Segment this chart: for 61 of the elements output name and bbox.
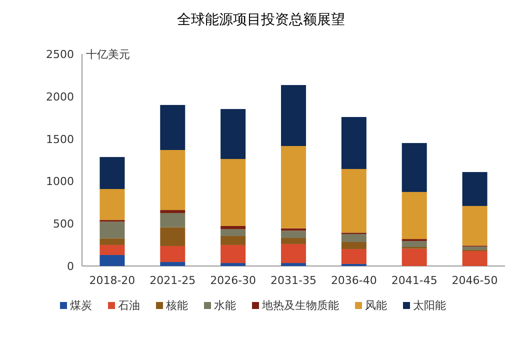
legend-label: 水能: [214, 299, 236, 312]
bar: [462, 206, 488, 246]
legend-label: 煤炭: [70, 299, 92, 312]
legend-label: 风能: [365, 299, 387, 312]
bar: [100, 189, 125, 220]
bar: [160, 210, 186, 213]
y-tick-label: 500: [53, 218, 74, 231]
bar: [281, 238, 306, 244]
y-tick-label: 2000: [46, 90, 74, 104]
y-tick-label: 2500: [46, 48, 74, 61]
bar: [160, 262, 186, 266]
bar: [160, 227, 186, 246]
bar: [160, 150, 186, 210]
bar: [281, 146, 306, 228]
bar: [281, 85, 306, 146]
bar: [100, 238, 125, 245]
y-tick-label: 1500: [46, 132, 74, 146]
x-tick-label: 2041-45: [391, 274, 438, 287]
bar: [402, 143, 427, 192]
bar: [281, 244, 306, 264]
y-axis-title: 十亿美元: [86, 48, 130, 61]
y-tick-label: 1000: [46, 175, 74, 188]
x-tick-label: 2021-25: [150, 274, 196, 287]
bar: [220, 158, 246, 226]
bar: [402, 248, 427, 266]
bar: [220, 263, 246, 266]
bar: [402, 192, 427, 240]
x-tick-label: 2031-35: [270, 274, 316, 287]
bar: [220, 109, 246, 159]
legend-label: 核能: [165, 299, 188, 312]
x-tick-label: 2018-20: [89, 274, 136, 287]
bar: [462, 246, 488, 250]
bar: [100, 244, 125, 255]
legend-label: 太阳能: [413, 299, 446, 312]
bar: [220, 244, 246, 264]
bar: [220, 226, 246, 230]
x-tick-label: 2046-50: [452, 274, 498, 287]
x-tick-label: 2026-30: [210, 274, 256, 287]
bar: [281, 230, 306, 238]
bar: [341, 117, 366, 169]
chart-title: 全球能源项目投资总额展望: [177, 12, 345, 28]
bar: [160, 213, 186, 228]
bar: [402, 240, 427, 248]
legend-label: 地热及生物质能: [261, 299, 339, 312]
bar: [281, 263, 306, 266]
bar: [160, 246, 186, 262]
bar: [341, 249, 366, 264]
bar: [100, 157, 125, 189]
bar: [160, 104, 186, 150]
bar: [462, 250, 488, 266]
bar: [220, 236, 246, 245]
bar: [341, 242, 366, 250]
bar: [341, 168, 366, 233]
x-tick-label: 2036-40: [330, 274, 377, 287]
bar: [100, 222, 125, 238]
bar: [462, 172, 488, 206]
bar: [220, 229, 246, 236]
y-tick-label: 0: [67, 260, 74, 273]
legend-label: 石油: [118, 299, 140, 312]
bar: [341, 234, 366, 242]
bar: [100, 254, 125, 266]
